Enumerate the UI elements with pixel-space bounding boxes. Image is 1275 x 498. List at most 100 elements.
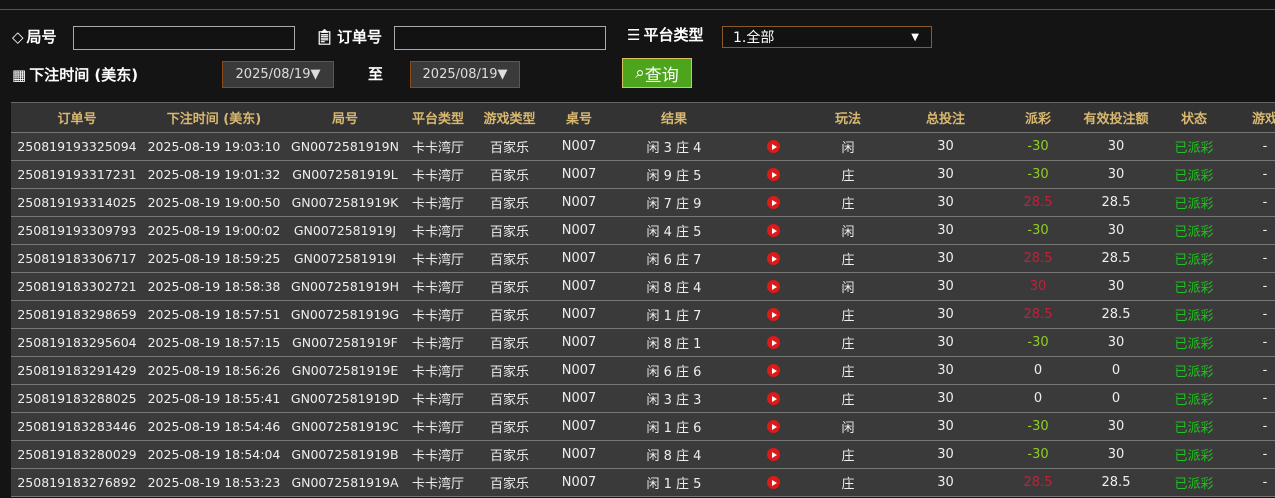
play-video-icon[interactable]	[766, 140, 780, 153]
bet-type-cell: 庄	[808, 300, 888, 329]
play-video-icon[interactable]	[766, 196, 780, 209]
column-header: 订单号	[11, 102, 143, 133]
status-cell: 已派彩	[1159, 300, 1229, 329]
total-bet-cell: 30	[888, 412, 1003, 441]
total-bet-cell: 30	[888, 468, 1003, 497]
play-video-icon[interactable]	[766, 392, 780, 405]
table-no-cell: N007	[548, 132, 610, 161]
platform-cell: 卡卡湾厅	[405, 300, 471, 329]
result-cell: 闲 1 庄 7	[610, 300, 738, 329]
tag-icon: ◇	[12, 27, 24, 46]
round-input[interactable]	[73, 26, 295, 50]
replay-cell	[738, 300, 808, 329]
table-row: 250819183291429 2025-08-19 18:56:26 GN0072…	[11, 356, 1275, 385]
valid-bet-cell: 0	[1073, 356, 1159, 385]
chevron-down-icon: ▼	[911, 31, 919, 43]
replay-cell	[738, 328, 808, 357]
round-id-cell: GN0072581919F	[285, 328, 405, 357]
valid-bet-cell: 30	[1073, 440, 1159, 469]
round-id-cell: GN0072581919H	[285, 272, 405, 301]
platform-select[interactable]: 1.全部 ▼	[722, 26, 932, 48]
status-cell: 已派彩	[1159, 160, 1229, 189]
result-cell: 闲 3 庄 4	[610, 132, 738, 161]
platform-cell: 卡卡湾厅	[405, 216, 471, 245]
bet-time-cell: 2025-08-19 18:58:38	[143, 272, 285, 301]
order-id-cell: 250819183283446	[11, 412, 143, 441]
total-bet-cell: 30	[888, 384, 1003, 413]
column-header: 有效投注额	[1073, 102, 1159, 133]
play-video-icon[interactable]	[766, 168, 780, 181]
game-cell: -	[1229, 272, 1275, 301]
replay-cell	[738, 272, 808, 301]
bet-type-cell: 庄	[808, 440, 888, 469]
status-cell: 已派彩	[1159, 188, 1229, 217]
round-id-cell: GN0072581919I	[285, 244, 405, 273]
bet-type-cell: 闲	[808, 412, 888, 441]
play-video-icon[interactable]	[766, 448, 780, 461]
bet-time-cell: 2025-08-19 18:56:26	[143, 356, 285, 385]
total-bet-cell: 30	[888, 356, 1003, 385]
table-no-cell: N007	[548, 300, 610, 329]
order-id-cell: 250819183288025	[11, 384, 143, 413]
platform-cell: 卡卡湾厅	[405, 272, 471, 301]
game-type-cell: 百家乐	[471, 328, 548, 357]
table-row: 250819183306717 2025-08-19 18:59:25 GN0072…	[11, 244, 1275, 273]
total-bet-cell: 30	[888, 440, 1003, 469]
bet-time-cell: 2025-08-19 18:55:41	[143, 384, 285, 413]
play-video-icon[interactable]	[766, 476, 780, 489]
bet-time-cell: 2025-08-19 18:57:15	[143, 328, 285, 357]
order-id-cell: 250819183291429	[11, 356, 143, 385]
play-video-icon[interactable]	[766, 420, 780, 433]
status-cell: 已派彩	[1159, 244, 1229, 273]
platform-cell: 卡卡湾厅	[405, 440, 471, 469]
result-cell: 闲 6 庄 7	[610, 244, 738, 273]
round-id-cell: GN0072581919L	[285, 160, 405, 189]
query-button[interactable]: ⌕ 查询	[622, 58, 692, 88]
column-header: 总投注	[888, 102, 1003, 133]
play-video-icon[interactable]	[766, 280, 780, 293]
order-input[interactable]	[394, 26, 606, 50]
total-bet-cell: 30	[888, 244, 1003, 273]
bet-type-cell: 庄	[808, 356, 888, 385]
game-cell: -	[1229, 468, 1275, 497]
bet-type-cell: 庄	[808, 244, 888, 273]
game-type-cell: 百家乐	[471, 356, 548, 385]
total-bet-cell: 30	[888, 132, 1003, 161]
table-row: 250819193309793 2025-08-19 19:00:02 GN0072…	[11, 216, 1275, 245]
order-id-cell: 250819183276892	[11, 468, 143, 497]
replay-cell	[738, 188, 808, 217]
play-video-icon[interactable]	[766, 364, 780, 377]
column-header: 游戏类型	[471, 102, 548, 133]
total-bet-cell: 30	[888, 272, 1003, 301]
play-video-icon[interactable]	[766, 336, 780, 349]
game-cell: -	[1229, 328, 1275, 357]
payout-cell: 30	[1003, 272, 1073, 301]
bet-time-cell: 2025-08-19 19:03:10	[143, 132, 285, 161]
play-video-icon[interactable]	[766, 308, 780, 321]
valid-bet-cell: 28.5	[1073, 244, 1159, 273]
replay-cell	[738, 132, 808, 161]
platform-cell: 卡卡湾厅	[405, 132, 471, 161]
table-no-cell: N007	[548, 468, 610, 497]
table-no-cell: N007	[548, 216, 610, 245]
table-row: 250819183280029 2025-08-19 18:54:04 GN0072…	[11, 440, 1275, 469]
game-cell: -	[1229, 384, 1275, 413]
column-header: 状态	[1159, 102, 1229, 133]
table-no-cell: N007	[548, 328, 610, 357]
bet-type-cell: 闲	[808, 216, 888, 245]
round-id-cell: GN0072581919J	[285, 216, 405, 245]
replay-cell	[738, 244, 808, 273]
game-cell: -	[1229, 412, 1275, 441]
date-to[interactable]: 2025/08/19▼	[410, 61, 520, 88]
total-bet-cell: 30	[888, 188, 1003, 217]
play-video-icon[interactable]	[766, 224, 780, 237]
game-type-cell: 百家乐	[471, 188, 548, 217]
table-row: 250819183295604 2025-08-19 18:57:15 GN0072…	[11, 328, 1275, 357]
play-video-icon[interactable]	[766, 252, 780, 265]
game-cell: -	[1229, 356, 1275, 385]
result-cell: 闲 8 庄 4	[610, 272, 738, 301]
date-from[interactable]: 2025/08/19▼	[222, 61, 334, 88]
order-id-cell: 250819183298659	[11, 300, 143, 329]
game-cell: -	[1229, 132, 1275, 161]
bet-time-cell: 2025-08-19 18:54:04	[143, 440, 285, 469]
